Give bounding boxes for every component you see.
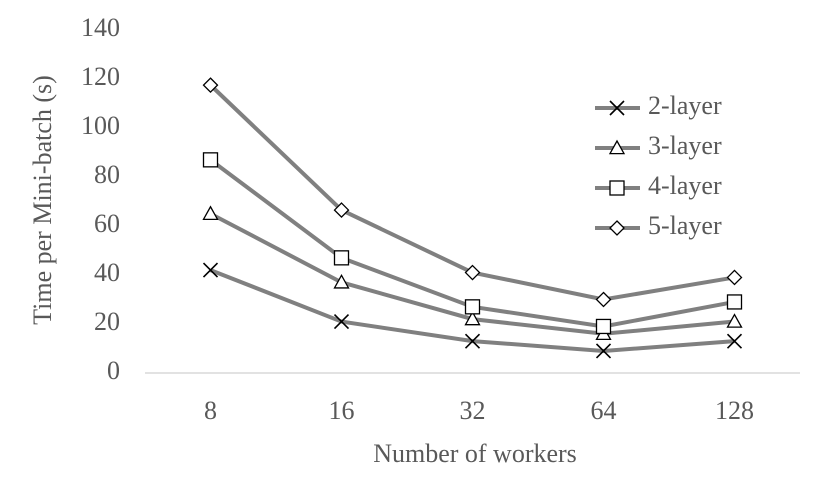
x-axis-label: Number of workers <box>373 439 577 468</box>
marker <box>333 313 350 330</box>
marker <box>202 262 219 278</box>
marker <box>464 310 481 326</box>
x-tick-label: 8 <box>204 396 217 425</box>
marker <box>464 299 481 315</box>
marker <box>464 333 481 349</box>
legend-label: 3-layer <box>648 131 722 160</box>
y-tick-label: 140 <box>81 13 120 42</box>
legend-label: 5-layer <box>648 211 722 240</box>
y-tick-label: 80 <box>94 160 120 189</box>
x-tick-label: 16 <box>329 396 355 425</box>
marker <box>726 313 743 328</box>
marker <box>609 100 625 116</box>
x-tick-label: 32 <box>460 396 486 425</box>
legend-label: 2-layer <box>648 91 722 120</box>
y-tick-label: 0 <box>107 356 120 385</box>
marker <box>609 180 625 196</box>
y-axis-label: Time per Mini-batch (s) <box>28 75 57 325</box>
marker <box>333 274 350 289</box>
marker <box>595 291 612 308</box>
legend-label: 4-layer <box>648 171 722 200</box>
marker <box>202 77 219 94</box>
marker <box>464 264 481 281</box>
marker <box>333 250 350 266</box>
marker <box>608 139 626 155</box>
x-tick-label: 128 <box>715 396 754 425</box>
marker <box>202 152 219 168</box>
marker <box>595 318 612 335</box>
y-tick-label: 60 <box>94 209 120 238</box>
y-tick-label: 120 <box>81 62 120 91</box>
marker <box>726 333 743 349</box>
marker <box>202 205 219 220</box>
y-tick-label: 20 <box>94 307 120 336</box>
marker <box>333 202 350 218</box>
marker <box>595 343 612 359</box>
x-tick-label: 64 <box>591 396 617 425</box>
y-tick-label: 100 <box>81 111 120 140</box>
marker <box>726 294 743 310</box>
y-tick-label: 40 <box>94 258 120 287</box>
marker <box>609 220 625 236</box>
marker <box>726 269 743 286</box>
